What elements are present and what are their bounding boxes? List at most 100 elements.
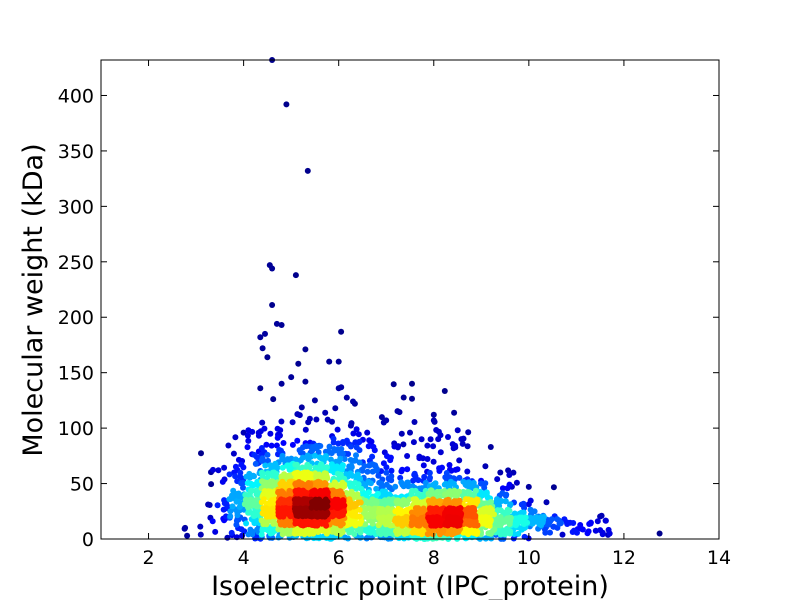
data-point	[424, 456, 431, 462]
data-point	[550, 484, 557, 491]
data-point	[281, 509, 288, 516]
data-point	[357, 475, 364, 482]
data-point	[279, 464, 286, 471]
data-point	[352, 522, 359, 529]
data-point	[456, 457, 463, 464]
data-point	[376, 479, 383, 486]
data-point	[403, 520, 410, 526]
data-point	[364, 429, 371, 436]
data-point	[426, 469, 433, 476]
data-point	[587, 520, 594, 527]
data-point	[404, 466, 411, 473]
data-point	[481, 484, 488, 491]
data-point	[515, 530, 522, 537]
data-point	[430, 411, 437, 418]
data-point	[261, 425, 268, 432]
data-point	[310, 501, 317, 508]
data-point	[267, 430, 274, 437]
data-point	[267, 462, 274, 469]
data-point	[294, 437, 301, 444]
y-tick-label: 400	[58, 85, 94, 107]
data-point	[390, 381, 397, 388]
data-point	[384, 498, 391, 505]
data-point	[436, 468, 443, 474]
data-point	[454, 466, 461, 473]
data-point	[446, 474, 453, 481]
data-point	[311, 397, 318, 404]
data-point	[584, 530, 591, 537]
data-point	[297, 491, 304, 498]
data-points	[181, 57, 663, 542]
data-point	[283, 101, 290, 108]
data-point	[332, 405, 339, 412]
data-point	[292, 272, 299, 279]
data-point	[404, 514, 411, 521]
data-point	[260, 510, 267, 517]
data-point	[464, 443, 471, 450]
data-point	[299, 454, 306, 461]
data-point	[570, 520, 577, 526]
data-point	[430, 417, 437, 424]
data-point	[322, 409, 329, 416]
data-point	[230, 450, 237, 457]
data-point	[270, 499, 277, 505]
data-point	[233, 498, 240, 505]
x-tick-label: 2	[142, 547, 154, 569]
data-point	[409, 395, 415, 402]
data-point	[212, 528, 219, 535]
data-point	[435, 428, 442, 435]
data-point	[228, 529, 235, 536]
data-point	[232, 473, 239, 480]
data-point	[543, 499, 550, 506]
data-point	[258, 457, 265, 464]
data-point	[365, 443, 372, 450]
data-point	[451, 487, 458, 494]
data-point	[257, 385, 264, 392]
data-point	[315, 474, 322, 481]
data-point	[326, 358, 333, 365]
data-point	[363, 535, 370, 541]
data-point	[433, 516, 440, 523]
data-point	[358, 485, 365, 492]
x-tick-label: 14	[707, 547, 731, 569]
data-point	[375, 508, 382, 515]
data-point	[404, 453, 411, 459]
x-tick-label: 10	[517, 547, 541, 569]
data-point	[312, 496, 319, 503]
data-point	[594, 518, 601, 525]
data-point	[606, 530, 613, 537]
data-point	[248, 487, 255, 494]
data-point	[278, 418, 285, 425]
data-point	[351, 531, 358, 538]
data-point	[366, 437, 373, 444]
data-point	[330, 435, 337, 442]
data-point	[269, 265, 276, 272]
data-point	[337, 488, 344, 495]
data-point	[424, 442, 431, 449]
data-point	[316, 513, 323, 520]
data-point	[554, 516, 561, 523]
data-point	[386, 530, 393, 536]
data-point	[403, 509, 410, 516]
data-point	[233, 521, 240, 528]
data-point	[292, 487, 299, 494]
data-point	[335, 385, 342, 392]
data-point	[252, 460, 259, 467]
data-point	[365, 512, 372, 518]
data-point	[283, 500, 290, 507]
y-tick-label: 200	[58, 307, 94, 329]
data-point	[592, 527, 599, 534]
data-point	[409, 519, 416, 526]
data-point	[245, 427, 252, 434]
data-point	[385, 505, 391, 512]
y-tick-label: 100	[58, 418, 94, 440]
data-point	[399, 466, 406, 473]
data-point	[298, 528, 305, 534]
data-point	[274, 434, 281, 441]
data-point	[215, 467, 222, 474]
data-point	[503, 529, 510, 536]
data-point	[323, 455, 329, 461]
data-point	[494, 476, 501, 483]
data-point	[437, 531, 443, 538]
data-point	[273, 442, 280, 449]
